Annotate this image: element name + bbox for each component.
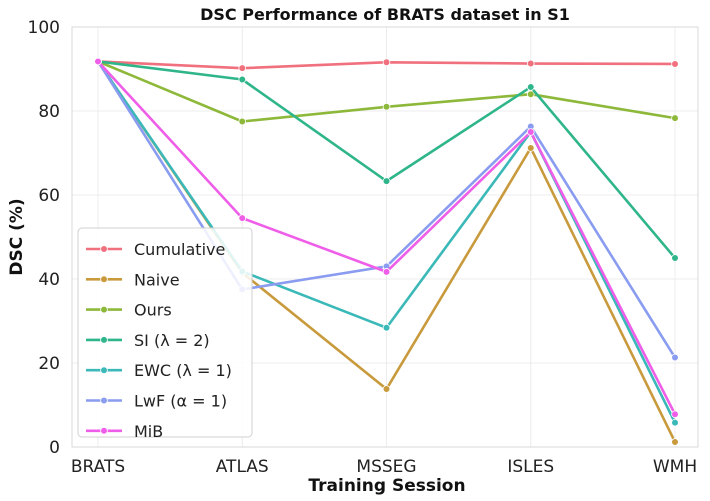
legend-swatch-marker — [100, 245, 108, 253]
y-tick-label: 80 — [38, 102, 60, 122]
legend-label: SI (λ = 2) — [134, 331, 210, 350]
data-point — [671, 114, 679, 122]
x-tick-label: BRATS — [71, 457, 125, 477]
legend-label: Ours — [134, 301, 172, 320]
data-point — [671, 353, 679, 362]
y-tick-label: 40 — [38, 270, 60, 290]
data-point — [671, 254, 679, 262]
data-point — [238, 117, 247, 126]
legend-label: EWC (λ = 1) — [134, 361, 232, 380]
plot-frame — [71, 26, 699, 448]
legend-swatch-marker — [100, 426, 108, 435]
data-point — [526, 59, 535, 68]
x-axis-title: Training Session — [308, 476, 465, 496]
legend-entry: SI (λ = 2) — [86, 331, 210, 350]
data-point — [671, 418, 679, 427]
legend-swatch-marker — [100, 366, 108, 375]
x-tick-label: WMH — [653, 457, 697, 477]
data-point — [382, 103, 391, 111]
legend-swatch-marker — [100, 396, 108, 405]
legend-entry: EWC (λ = 1) — [86, 361, 232, 380]
data-point — [671, 60, 679, 68]
data-point — [382, 268, 391, 276]
data-point — [238, 214, 247, 222]
legend-label: LwF (α = 1) — [134, 392, 227, 411]
legend-entry: LwF (α = 1) — [86, 392, 227, 411]
legend-label: MiB — [134, 422, 163, 441]
chart-title: DSC Performance of BRATS dataset in S1 — [200, 5, 570, 24]
data-point — [382, 58, 391, 67]
data-point — [238, 64, 247, 72]
legend-entry: MiB — [86, 422, 163, 441]
x-tick-label: MSSEG — [356, 457, 416, 477]
y-tick-label: 100 — [28, 18, 60, 38]
legend-entry: Naive — [86, 270, 180, 289]
legend-swatch-marker — [100, 305, 108, 314]
y-tick-label: 60 — [38, 186, 60, 206]
legend-entry: Ours — [86, 301, 172, 320]
x-tick-label: ATLAS — [216, 457, 269, 477]
legend-swatch-marker — [100, 275, 108, 284]
series-6 — [94, 57, 679, 419]
y-axis-title: DSC (%) — [7, 198, 27, 275]
data-point — [671, 438, 679, 446]
data-point — [382, 323, 391, 332]
data-point — [526, 144, 535, 152]
y-tick-label: 0 — [49, 438, 60, 458]
data-point — [671, 410, 679, 419]
y-tick-label: 20 — [38, 354, 60, 374]
data-point — [382, 385, 391, 393]
data-point — [526, 83, 535, 91]
series-layer — [94, 57, 679, 446]
legend-label: Cumulative — [134, 240, 225, 259]
legend-label: Naive — [134, 270, 180, 289]
tick-labels: 0 20 40 60 80 100 BRATS ATLAS MSSEG ISLES WMH — [28, 18, 698, 477]
data-point — [238, 75, 247, 84]
data-point — [382, 177, 391, 185]
legend: Cumulative Naive Ours SI (λ = 2) EWC (λ = 1)… — [77, 227, 253, 441]
data-point — [526, 128, 535, 136]
legend-entry: Cumulative — [86, 240, 225, 259]
legend-swatch-marker — [100, 336, 108, 344]
x-tick-label: ISLES — [507, 457, 554, 477]
data-point — [94, 57, 102, 66]
